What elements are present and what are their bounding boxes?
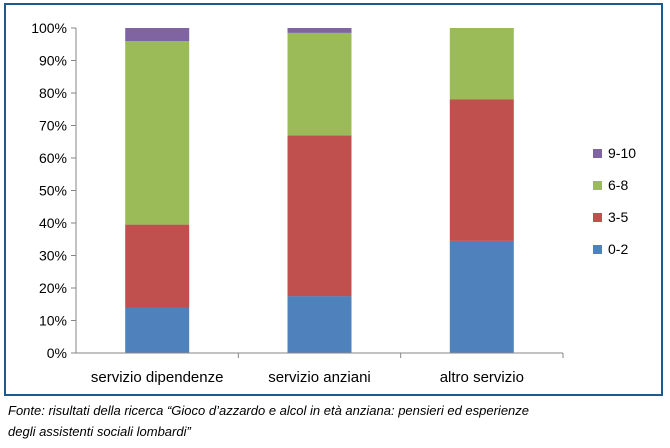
bar-segment-6-8-2 [287,32,352,136]
y-tick-label: 70% [39,118,67,134]
legend-swatch-0-2 [593,245,602,254]
bar-segment-0-2-1 [125,307,190,353]
bars-layer [125,28,514,353]
bar-segment-9-10-1 [125,28,190,41]
legend-label-0-2: 0-2 [608,241,628,257]
y-axis-ticks: 0% 10% 20% 30% 40% 50% 60% 70% 80% 90% 100% [31,20,76,361]
x-category-label: servizio dipendenze [91,369,224,386]
y-tick-label: 60% [39,150,67,166]
source-line-1: Fonte: risultati della ricerca “Gioco d’… [8,403,530,418]
y-tick-label: 20% [39,280,67,296]
y-tick-label: 90% [39,53,67,69]
x-category-label: servizio anziani [268,369,371,386]
legend-swatch-9-10 [593,149,602,158]
stacked-bar-chart: 0% 10% 20% 30% 40% 50% 60% 70% 80% 90% 100% serviz… [31,20,636,386]
y-tick-label: 50% [39,183,67,199]
legend-label-3-5: 3-5 [608,209,628,225]
bar-segment-0-2-3 [449,240,514,353]
y-tick-label: 100% [31,20,67,36]
bar-segment-0-2-2 [287,296,352,353]
x-axis-categories: servizio dipendenze servizio anziani altro… [91,369,524,386]
legend-label-9-10: 9-10 [608,145,636,161]
bar-segment-6-8-1 [125,41,190,225]
y-tick-label: 0% [47,345,67,361]
legend-swatch-3-5 [593,213,602,222]
bar-segment-9-10-2 [287,28,352,33]
y-tick-label: 30% [39,248,67,264]
y-tick-label: 80% [39,85,67,101]
y-tick-label: 40% [39,215,67,231]
legend-swatch-6-8 [593,181,602,190]
y-tick-label: 10% [39,313,67,329]
bar-segment-6-8-3 [449,28,514,100]
bar-segment-3-5-2 [287,135,352,297]
bar-segment-3-5-3 [449,99,514,241]
legend-label-6-8: 6-8 [608,177,628,193]
source-note: Fonte: risultati della ricerca “Gioco d’… [8,400,666,442]
x-category-label: altro servizio [440,369,524,386]
legend: 9-10 6-8 3-5 0-2 [593,145,636,257]
bar-segment-3-5-1 [125,224,190,308]
source-line-2: degli assistenti sociali lombardi” [8,424,191,439]
